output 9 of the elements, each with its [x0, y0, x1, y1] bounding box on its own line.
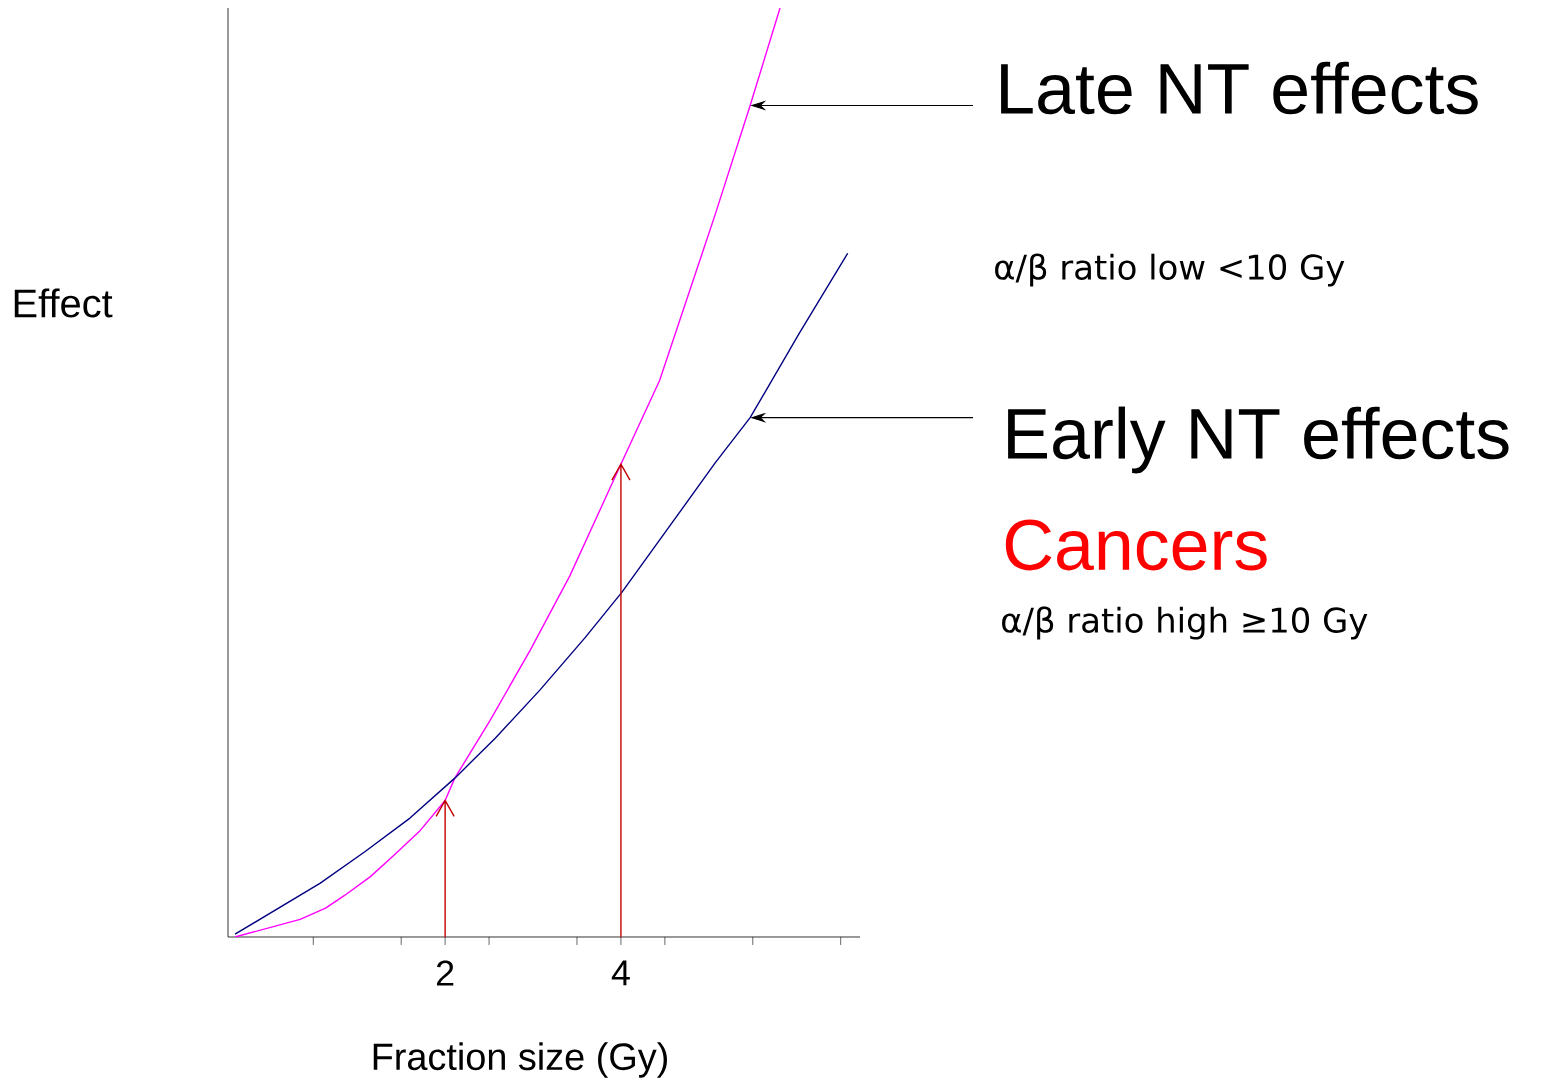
text: α/β ratio high ≥10 Gy: [1002, 606, 1368, 640]
x-tick-label: 2: [436, 960, 454, 986]
text: Early NT effects: [1008, 406, 1509, 474]
text: α/β ratio low <10 Gy: [995, 253, 1345, 287]
text: Cancers: [1005, 519, 1267, 571]
text: Late NT effects: [1001, 61, 1478, 115]
x-axis-title: Fraction size (Gy): [373, 1042, 667, 1078]
y-axis-title: Effect: [14, 288, 113, 318]
x-tick-label: 4: [611, 960, 630, 986]
